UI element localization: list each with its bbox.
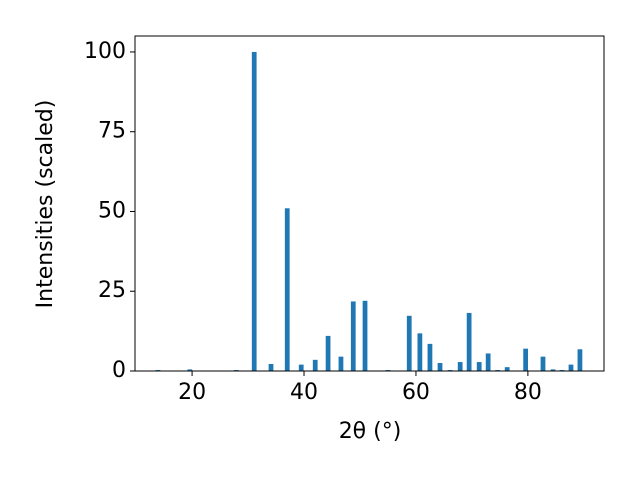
bar — [417, 333, 423, 371]
y-tick-label: 50 — [98, 198, 126, 223]
bar — [540, 356, 546, 371]
bar — [577, 349, 583, 371]
x-tick-label: 20 — [178, 380, 206, 405]
y-tick-label: 75 — [98, 119, 126, 144]
bar — [362, 300, 368, 371]
bar — [350, 301, 356, 371]
bar — [312, 359, 318, 371]
bar — [437, 363, 443, 371]
bar — [268, 363, 274, 371]
x-axis-label: 2θ (°) — [339, 419, 402, 444]
bar — [466, 312, 472, 371]
bar — [550, 369, 556, 371]
y-axis-label: Intensities (scaled) — [33, 100, 58, 309]
bar — [485, 353, 491, 371]
bar — [325, 335, 331, 371]
bar — [504, 367, 510, 371]
bar — [251, 51, 257, 371]
bar — [457, 362, 463, 371]
bar — [406, 315, 412, 371]
bar — [298, 364, 304, 371]
x-tick-label: 80 — [514, 380, 542, 405]
x-tick-label: 60 — [402, 380, 430, 405]
x-tick-label: 40 — [290, 380, 318, 405]
bar — [427, 343, 433, 371]
plot-frame — [134, 35, 605, 372]
bar — [284, 208, 290, 371]
y-tick-label: 0 — [112, 358, 126, 383]
y-tick-label: 100 — [84, 39, 126, 64]
y-tick-label: 25 — [98, 278, 126, 303]
bar — [338, 356, 344, 371]
bar — [187, 369, 193, 371]
bar — [476, 362, 482, 371]
bar — [523, 348, 529, 371]
bar — [568, 364, 574, 371]
